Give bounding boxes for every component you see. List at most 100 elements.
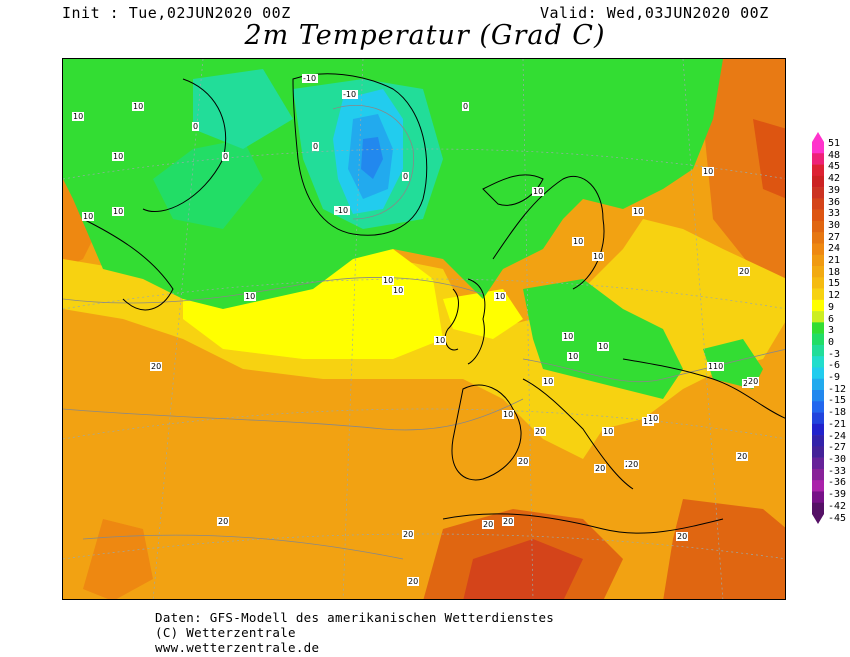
color-scale-swatch [812, 209, 824, 222]
contour-label: 0 [313, 142, 318, 151]
footer-copyright: (C) Wetterzentrale [155, 625, 296, 640]
color-scale-swatch [812, 491, 824, 504]
color-scale-label: 39 [828, 184, 841, 196]
color-scale-label: 3 [828, 325, 835, 337]
map-title: 2m Temperatur (Grad C) [244, 20, 606, 51]
color-scale-label: 36 [828, 196, 841, 208]
contour-label: 10 [533, 187, 543, 196]
contour-label: 10 [568, 352, 578, 361]
atlantic-warm-patch [83, 519, 153, 599]
color-scale-swatch [812, 502, 824, 515]
color-scale-label: 9 [828, 301, 835, 313]
color-scale-labels: 51 48 45 42 39 36 33 30 27 24 21 18 15 12 9 6 3 0 -3 -6 -9 -1… [828, 138, 850, 524]
color-scale-label: -9 [828, 372, 841, 384]
contour-label: -10 [335, 206, 348, 215]
color-scale-swatch [812, 457, 824, 470]
color-scale-swatch [812, 344, 824, 357]
contour-label: 0 [463, 102, 468, 111]
footer-website: www.wetterzentrale.de [155, 640, 320, 655]
color-scale-label: -21 [828, 418, 847, 430]
contour-label: 20 [737, 452, 747, 461]
lat-lon-grid [63, 59, 785, 599]
contour-label: 20 [403, 530, 413, 539]
coastlines [82, 73, 785, 534]
color-scale-label: -6 [828, 360, 841, 372]
color-scale-label: 48 [828, 149, 841, 161]
color-scale-label: -27 [828, 442, 847, 454]
contour-label: 20 [628, 460, 638, 469]
color-scale-swatch [812, 468, 824, 481]
contour-label: 10 [598, 342, 608, 351]
color-scale-label: 33 [828, 208, 841, 220]
east-hot-patch [753, 119, 785, 199]
valid-time: Valid: Wed,03JUN2020 00Z [540, 4, 769, 22]
color-scale-label: 21 [828, 255, 841, 267]
color-scale-label: -24 [828, 430, 847, 442]
contour-label: 10 [73, 112, 83, 121]
contour-label: 0 [223, 152, 228, 161]
balkan-cool [703, 339, 763, 389]
contour-label: 20 [518, 457, 528, 466]
contour-label: 10 [113, 152, 123, 161]
color-scale-swatch [812, 322, 824, 334]
color-scale-label: -12 [828, 383, 847, 395]
color-scale-top-arrow [812, 132, 824, 142]
color-scale-swatch [812, 164, 824, 177]
color-scale-label: -3 [828, 348, 841, 360]
contour-label: 20 [739, 267, 749, 276]
contour-label: 20 [408, 577, 418, 586]
color-scale-swatch [812, 220, 824, 233]
contour-label: 20 [535, 427, 545, 436]
contour-label: 10 [703, 167, 713, 176]
color-scale-swatch [812, 390, 824, 402]
color-scale-swatch [812, 254, 824, 267]
iceland-coast [482, 174, 544, 206]
color-scale-label: -36 [828, 477, 847, 489]
color-scale-label: 12 [828, 290, 841, 302]
contour-label: -10 [343, 90, 356, 99]
color-scale-swatch [812, 153, 824, 165]
color-scale-label: 24 [828, 243, 841, 255]
north-africa-coast [442, 513, 724, 534]
sahara-hottest [463, 539, 583, 599]
contour-label: 10 [593, 252, 603, 261]
color-scale-swatch [812, 232, 824, 244]
color-scale-swatch [812, 356, 824, 368]
temperature-map: 10 10 10 10 10 0 0 0 0 0 -10 -10 -10 10 … [62, 58, 786, 600]
contour-label: 10 [503, 410, 513, 419]
color-scale-label: 27 [828, 231, 841, 243]
contour-labels: 10 10 10 10 10 0 0 0 0 0 -10 -10 -10 10 … [72, 74, 759, 586]
color-scale-swatch [812, 288, 824, 301]
contour-label: 10 [83, 212, 93, 221]
greenland-ice-coldest [361, 137, 383, 179]
color-scale-label: 0 [828, 336, 835, 348]
color-scale-label: -45 [828, 512, 847, 524]
color-scale-swatch [812, 480, 824, 492]
italy-coast [522, 378, 634, 490]
contour-label: 10 [543, 377, 553, 386]
color-scale-bar [812, 132, 824, 524]
color-scale-label: -18 [828, 407, 847, 419]
color-scale-label: 18 [828, 266, 841, 278]
contour-label: 10 [383, 276, 393, 285]
greenland-coast [292, 73, 428, 236]
contour-label: 0 [403, 172, 408, 181]
contour-label: 10 [633, 207, 643, 216]
contour-label: 10 [245, 292, 255, 301]
color-scale-swatch [812, 423, 824, 436]
contour-label: 20 [151, 362, 161, 371]
britain-yellow [443, 289, 523, 339]
baffin-cool [193, 69, 293, 149]
contour-label: 10 [133, 102, 143, 111]
middle-east-hot [663, 499, 785, 599]
color-scale-swatch [812, 266, 824, 278]
color-scale-swatch [812, 175, 824, 188]
contour-label: 10 [495, 292, 505, 301]
color-scale-swatch [812, 311, 824, 323]
color-scale-label: -30 [828, 453, 847, 465]
color-scale-swatch [812, 367, 824, 380]
color-scale-label: -33 [828, 465, 847, 477]
contour-label: 20 [218, 517, 228, 526]
color-scale-swatch [812, 412, 824, 425]
central-europe-cool [523, 279, 683, 399]
